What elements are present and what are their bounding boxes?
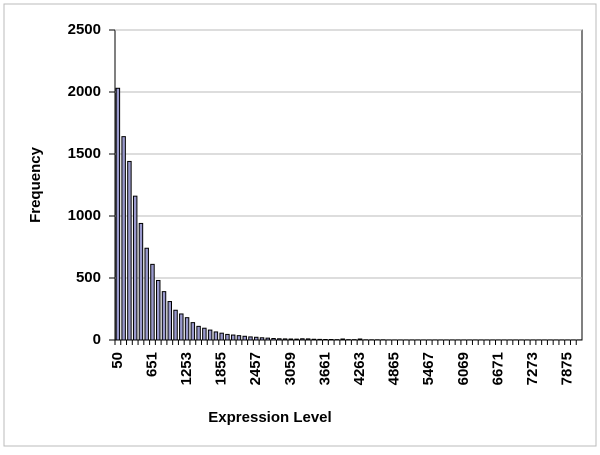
x-axis-label: Expression Level: [208, 409, 331, 426]
bar: [157, 280, 160, 340]
bar: [180, 314, 183, 340]
bar: [197, 326, 200, 340]
bar: [214, 332, 217, 340]
y-tick-label: 1000: [68, 207, 101, 224]
y-tick-label: 500: [76, 269, 101, 286]
bar: [174, 310, 177, 340]
x-tick-label: 4865: [386, 352, 403, 385]
bar: [226, 334, 229, 340]
plot-area: [115, 30, 582, 340]
y-tick-label: 1500: [68, 145, 101, 162]
bar: [133, 196, 136, 340]
x-tick-label: 6671: [489, 352, 506, 385]
x-tick-label: 3059: [282, 352, 299, 385]
bar: [151, 264, 154, 340]
y-tick-label: 0: [93, 331, 101, 348]
bar: [243, 336, 246, 340]
bar: [203, 328, 206, 340]
bar: [145, 248, 148, 340]
bar: [185, 318, 188, 340]
bar: [168, 302, 171, 340]
y-tick-label: 2500: [68, 21, 101, 38]
bar: [231, 335, 234, 340]
x-tick-label: 4263: [351, 352, 368, 385]
x-tick-label: 5467: [420, 352, 437, 385]
y-axis-label: Frequency: [27, 146, 44, 223]
bar: [191, 323, 194, 340]
x-tick-label: 1253: [178, 352, 195, 385]
bar: [128, 161, 131, 340]
bar: [116, 88, 119, 340]
bar: [122, 137, 125, 340]
x-tick-label: 50: [109, 352, 126, 369]
bar: [220, 333, 223, 340]
bar: [139, 223, 142, 340]
x-tick-label: 7273: [524, 352, 541, 385]
x-tick-label: 6069: [455, 352, 472, 385]
x-tick-label: 2457: [247, 352, 264, 385]
bar: [162, 292, 165, 340]
x-tick-label: 1855: [213, 352, 230, 385]
bar: [237, 336, 240, 340]
x-tick-label: 651: [143, 352, 160, 377]
y-tick-label: 2000: [68, 83, 101, 100]
x-tick-label: 3661: [316, 352, 333, 385]
bar: [208, 330, 211, 340]
x-tick-label: 7875: [559, 352, 576, 385]
